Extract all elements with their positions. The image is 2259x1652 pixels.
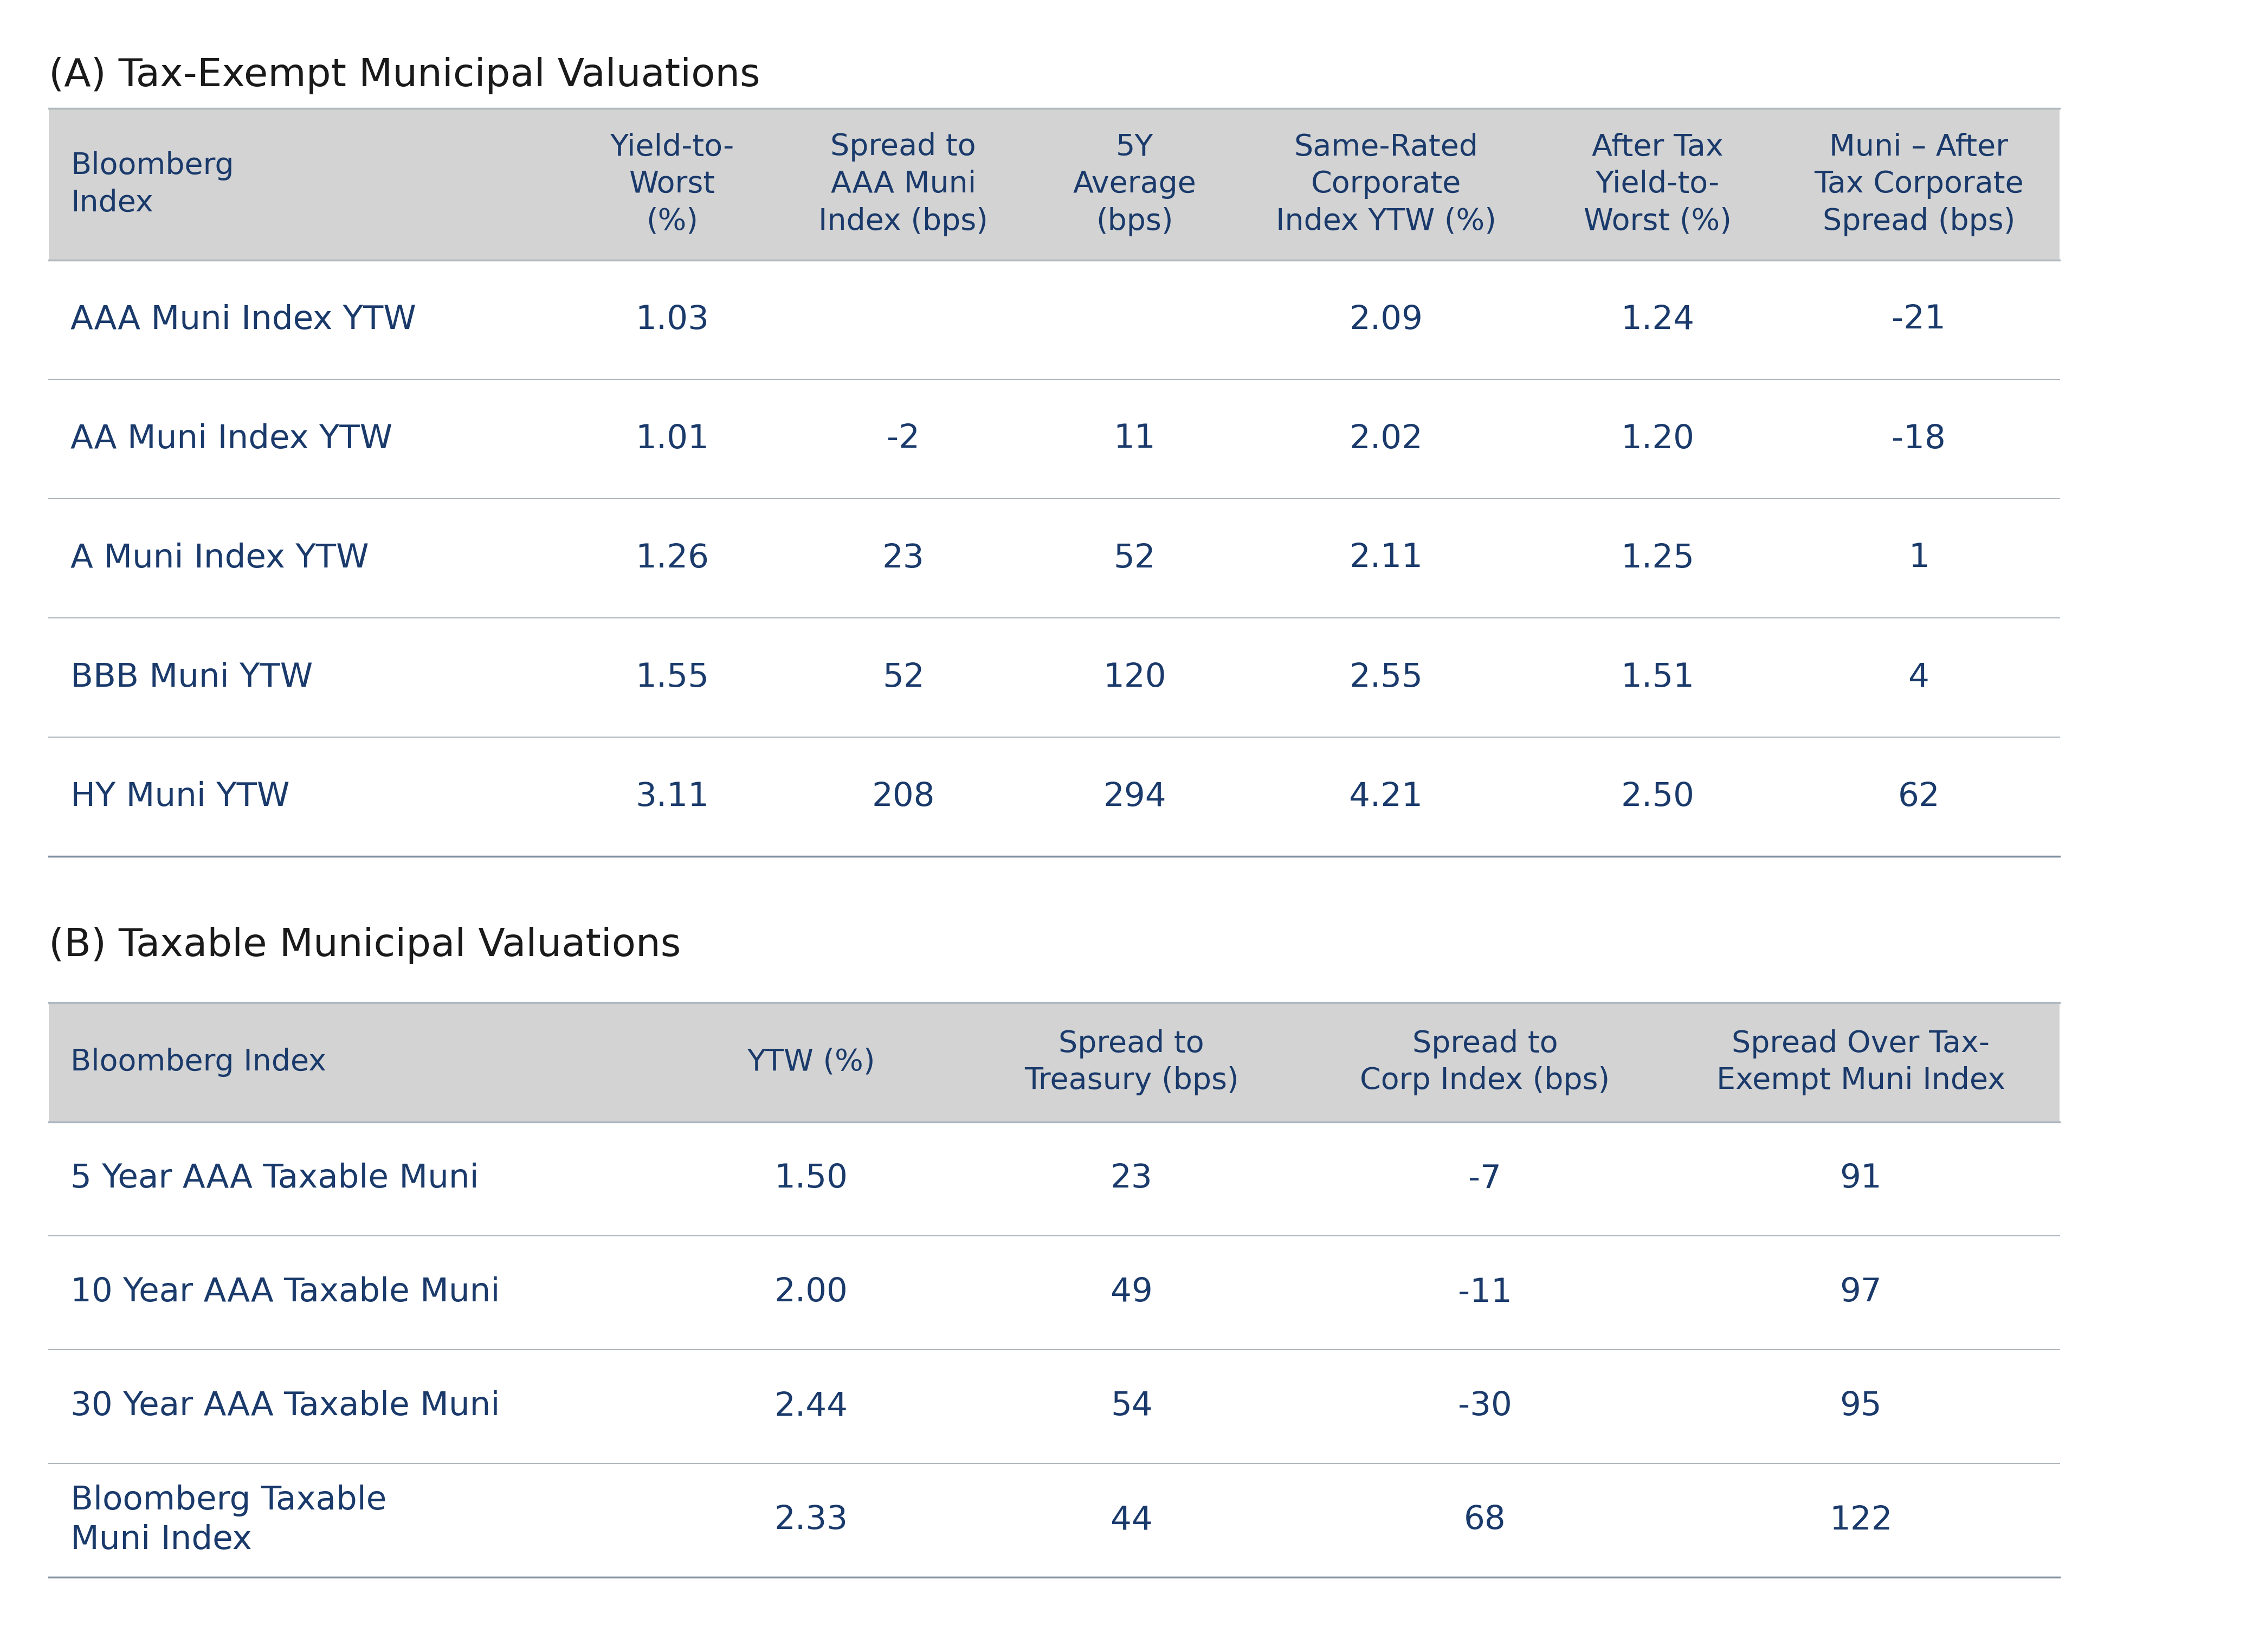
Text: 44: 44	[1111, 1505, 1152, 1536]
Text: 2.02: 2.02	[1349, 423, 1423, 454]
Text: 52: 52	[883, 661, 924, 694]
Bar	[50, 1003, 2060, 1122]
Text: HY Muni YTW: HY Muni YTW	[70, 781, 289, 813]
Text: Bloomberg Index: Bloomberg Index	[70, 1047, 325, 1077]
Text: 1.20: 1.20	[1620, 423, 1694, 454]
Text: 95: 95	[1839, 1391, 1882, 1422]
Text: 4.21: 4.21	[1349, 781, 1423, 813]
Text: 23: 23	[1111, 1163, 1152, 1194]
Text: 2.09: 2.09	[1349, 304, 1423, 335]
Text: 1.50: 1.50	[775, 1163, 847, 1194]
Text: 52: 52	[1114, 542, 1157, 575]
Text: 1.24: 1.24	[1620, 304, 1694, 335]
Text: Spread to
AAA Muni
Index (bps): Spread to AAA Muni Index (bps)	[818, 132, 987, 236]
Text: -2: -2	[888, 423, 919, 454]
Text: 5Y
Average
(bps): 5Y Average (bps)	[1073, 132, 1197, 236]
Text: BBB Muni YTW: BBB Muni YTW	[70, 661, 312, 694]
Text: 2.55: 2.55	[1349, 661, 1423, 694]
Text: 2.11: 2.11	[1349, 542, 1423, 575]
Text: 294: 294	[1102, 781, 1166, 813]
Text: 54: 54	[1111, 1391, 1152, 1422]
Text: (A) Tax-Exempt Municipal Valuations: (A) Tax-Exempt Municipal Valuations	[50, 56, 761, 94]
Text: 5 Year AAA Taxable Muni: 5 Year AAA Taxable Muni	[70, 1163, 479, 1194]
Text: Muni – After
Tax Corporate
Spread (bps): Muni – After Tax Corporate Spread (bps)	[1814, 132, 2024, 236]
Text: 2.33: 2.33	[775, 1505, 847, 1536]
Text: 49: 49	[1111, 1277, 1152, 1308]
Text: -18: -18	[1891, 423, 1945, 454]
Text: 68: 68	[1464, 1505, 1507, 1536]
Text: -11: -11	[1457, 1277, 1511, 1308]
Text: -21: -21	[1891, 304, 1945, 335]
Text: 1.51: 1.51	[1620, 661, 1694, 694]
Text: 1.01: 1.01	[635, 423, 709, 454]
Text: 2.50: 2.50	[1620, 781, 1694, 813]
Text: 208: 208	[872, 781, 935, 813]
Text: A Muni Index YTW: A Muni Index YTW	[70, 542, 368, 575]
Text: 1.03: 1.03	[635, 304, 709, 335]
Text: Same-Rated
Corporate
Index YTW (%): Same-Rated Corporate Index YTW (%)	[1276, 132, 1495, 236]
Text: 97: 97	[1839, 1277, 1882, 1308]
Text: 3.11: 3.11	[635, 781, 709, 813]
Text: 1.55: 1.55	[635, 661, 709, 694]
Text: 4: 4	[1909, 661, 1929, 694]
Text: 120: 120	[1102, 661, 1166, 694]
Text: 1.26: 1.26	[635, 542, 709, 575]
Text: -7: -7	[1468, 1163, 1502, 1194]
Bar	[50, 109, 2060, 259]
Text: After Tax
Yield-to-
Worst (%): After Tax Yield-to- Worst (%)	[1584, 132, 1730, 236]
Text: 91: 91	[1839, 1163, 1882, 1194]
Text: Bloomberg
Index: Bloomberg Index	[70, 150, 235, 218]
Text: 2.44: 2.44	[775, 1391, 847, 1422]
Text: 2.00: 2.00	[775, 1277, 847, 1308]
Text: 30 Year AAA Taxable Muni: 30 Year AAA Taxable Muni	[70, 1391, 499, 1422]
Text: 1: 1	[1909, 542, 1929, 575]
Text: Yield-to-
Worst
(%): Yield-to- Worst (%)	[610, 132, 734, 236]
Text: YTW (%): YTW (%)	[748, 1047, 874, 1077]
Text: Bloomberg Taxable
Muni Index: Bloomberg Taxable Muni Index	[70, 1485, 386, 1556]
Text: Spread to
Corp Index (bps): Spread to Corp Index (bps)	[1360, 1029, 1611, 1095]
Text: AAA Muni Index YTW: AAA Muni Index YTW	[70, 304, 416, 335]
Text: (B) Taxable Municipal Valuations: (B) Taxable Municipal Valuations	[50, 927, 680, 965]
Text: -30: -30	[1457, 1391, 1511, 1422]
Text: 122: 122	[1830, 1505, 1893, 1536]
Text: 10 Year AAA Taxable Muni: 10 Year AAA Taxable Muni	[70, 1277, 499, 1308]
Text: 11: 11	[1114, 423, 1157, 454]
Text: 23: 23	[883, 542, 924, 575]
Text: Spread to
Treasury (bps): Spread to Treasury (bps)	[1023, 1029, 1238, 1095]
Text: 62: 62	[1898, 781, 1940, 813]
Text: Spread Over Tax-
Exempt Muni Index: Spread Over Tax- Exempt Muni Index	[1717, 1029, 2006, 1095]
Text: 1.25: 1.25	[1620, 542, 1694, 575]
Text: AA Muni Index YTW: AA Muni Index YTW	[70, 423, 393, 454]
